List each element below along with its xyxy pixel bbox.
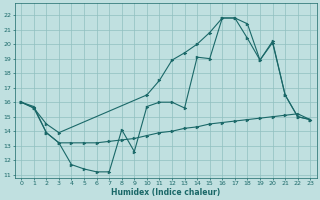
X-axis label: Humidex (Indice chaleur): Humidex (Indice chaleur) <box>111 188 220 197</box>
